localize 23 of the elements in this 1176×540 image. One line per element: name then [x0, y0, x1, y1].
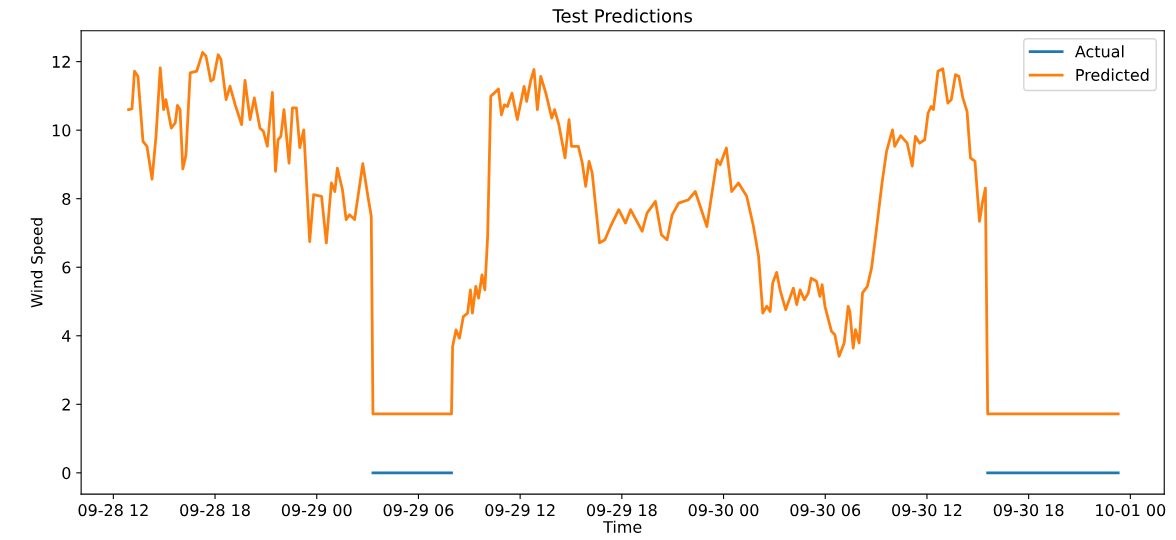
y-tick-label: 0 — [62, 467, 71, 480]
legend-label: Predicted — [1076, 68, 1149, 81]
y-tick-label: 12 — [52, 55, 70, 68]
x-tick-label: 09-29 00 — [281, 504, 352, 517]
chart-title: Test Predictions — [552, 8, 693, 23]
x-tick-label: 09-30 18 — [993, 504, 1064, 517]
x-tick-label: 09-30 06 — [790, 504, 861, 517]
legend-label: Actual — [1075, 45, 1124, 58]
x-tick-label: 09-28 12 — [78, 504, 148, 517]
x-tick-label: 09-29 06 — [383, 504, 454, 517]
y-tick-label: 6 — [62, 261, 71, 274]
y-axis-title: Wind Speed — [30, 218, 46, 308]
y-tick-label: 4 — [62, 330, 71, 342]
x-tick-label: 09-29 12 — [485, 504, 555, 517]
x-tick-label: 09-30 12 — [892, 504, 962, 517]
y-tick-label: 2 — [62, 398, 70, 411]
x-tick-label: 09-28 18 — [180, 504, 250, 517]
x-tick-label: 09-29 18 — [586, 504, 657, 517]
x-axis-title: Time — [603, 520, 642, 534]
x-tick-label: 09-30 00 — [688, 504, 759, 517]
y-tick-label: 10 — [52, 124, 71, 137]
x-tick-label: 10-01 00 — [1096, 504, 1166, 517]
y-tick-label: 8 — [62, 192, 71, 205]
